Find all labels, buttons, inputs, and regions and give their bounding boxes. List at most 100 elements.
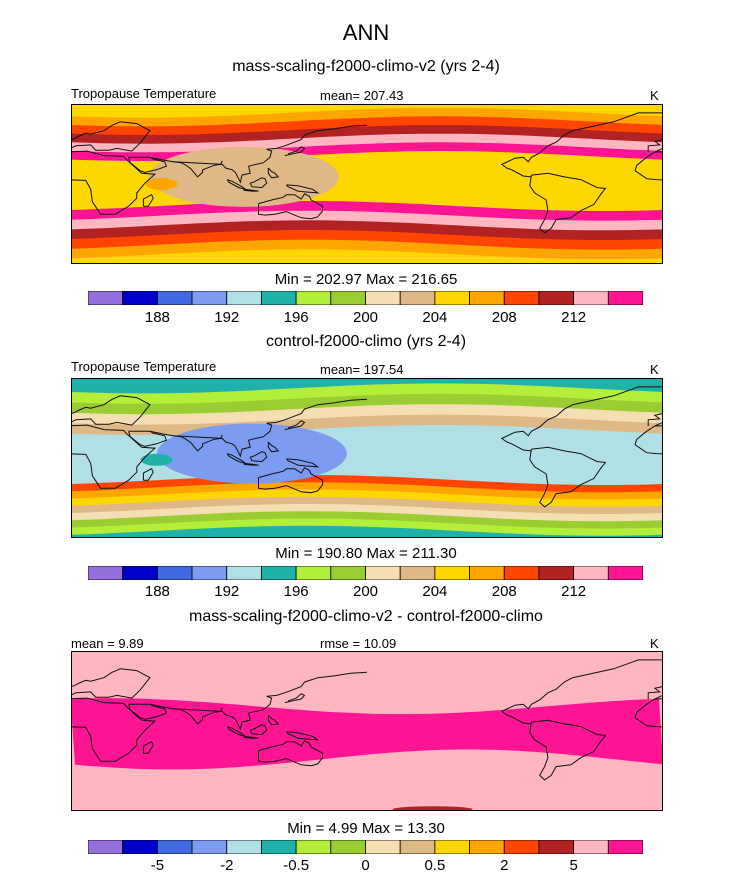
panel-2-variable: Tropopause Temperature xyxy=(71,359,217,374)
panel-1-title: mass-scaling-f2000-climo-v2 (yrs 2-4) xyxy=(232,58,500,75)
coast-africa xyxy=(71,150,157,215)
coast-borneo xyxy=(249,177,268,189)
panel-3-minmax: Min = 4.99 Max = 13.30 xyxy=(287,820,445,837)
colorbar-swatch-8 xyxy=(365,566,401,580)
colorbar-swatch-15 xyxy=(607,566,643,580)
colorbar-swatch-9 xyxy=(399,840,436,854)
colorbar-swatch-6 xyxy=(295,566,332,580)
coast-borneo xyxy=(249,451,268,463)
coast-philippines xyxy=(267,441,280,453)
colorbar-tick-label: 204 xyxy=(422,309,448,326)
band-top-0 xyxy=(71,651,663,708)
colorbar-tick-label: 0 xyxy=(361,857,370,874)
colorbar-tick-label: 5 xyxy=(569,857,578,874)
panel-2-mean: mean= 197.54 xyxy=(320,362,404,377)
coast-india xyxy=(172,434,223,452)
colorbar-swatch-3 xyxy=(191,566,228,580)
coastlines xyxy=(71,659,663,781)
band-bottom-0 xyxy=(71,249,663,264)
coast-australia xyxy=(258,467,324,494)
coast-newguinea xyxy=(286,458,320,468)
coast-newguinea xyxy=(286,184,320,194)
panel-2-colorbar-ticks: 188 192 196 200 204 208 212 xyxy=(0,583,732,603)
panel-1-mean: mean= 207.43 xyxy=(320,88,404,103)
colorbar-tick-label: -0.5 xyxy=(283,857,310,874)
panel-2-map xyxy=(71,378,663,538)
colorbar-swatch-3 xyxy=(191,291,228,305)
colorbar-swatch-6 xyxy=(295,291,332,305)
coast-india xyxy=(172,707,223,725)
colorbar-swatch-14 xyxy=(573,291,609,305)
panel-2-minmax: Min = 190.80 Max = 211.30 xyxy=(275,545,457,562)
colorbar-tick-label: 196 xyxy=(283,309,309,326)
colorbar-swatch-14 xyxy=(573,840,609,854)
colorbar-swatch-10 xyxy=(434,291,470,305)
coast-japan xyxy=(284,146,306,157)
coast-java xyxy=(243,462,259,466)
coast-africa xyxy=(71,697,157,762)
colorbar-swatch-6 xyxy=(295,840,332,854)
colorbar-swatch-14 xyxy=(573,566,609,580)
coast-namerica xyxy=(500,659,663,725)
colorbar-swatch-10 xyxy=(434,566,470,580)
field-blob-0 xyxy=(156,423,347,484)
coast-namerica xyxy=(500,112,663,178)
colorbar-tick-label: 212 xyxy=(561,583,587,600)
colorbar-tick-label: 188 xyxy=(144,583,170,600)
colorbar-tick-label: 188 xyxy=(144,309,170,326)
coast-arabia xyxy=(128,156,168,173)
panel-3-map xyxy=(71,651,663,811)
coast-europe xyxy=(71,121,151,152)
colorbar-tick-label: 2 xyxy=(500,857,509,874)
colorbar-swatch-12 xyxy=(503,840,540,854)
colorbar-swatch-3 xyxy=(191,840,228,854)
band-top-4 xyxy=(71,378,663,394)
colorbar-swatch-2 xyxy=(156,840,193,854)
coast-arabia xyxy=(128,430,168,447)
coast-europe xyxy=(71,395,151,426)
panel-3-rmse: rmse = 10.09 xyxy=(320,636,397,651)
panel-3-title: mass-scaling-f2000-climo-v2 - control-f2… xyxy=(189,608,543,625)
coast-australia xyxy=(258,193,324,220)
panel-2-units: K xyxy=(650,362,659,377)
coast-madagascar xyxy=(142,468,154,481)
coast-europe-wrap xyxy=(647,412,663,427)
panel-1-colorbar xyxy=(88,291,643,305)
panel-1-minmax: Min = 202.97 Max = 216.65 xyxy=(274,271,458,288)
panel-3-colorbar-ticks: -5 -2 -0.5 0 0.5 2 5 xyxy=(0,857,732,877)
coast-java xyxy=(243,735,259,739)
colorbar-swatch-9 xyxy=(399,291,436,305)
colorbar-tick-label: 204 xyxy=(422,583,448,600)
panel-2-title: control-f2000-climo (yrs 2-4) xyxy=(265,333,467,350)
colorbar-swatch-0 xyxy=(88,840,124,854)
panel-2-colorbar xyxy=(88,566,643,580)
coast-samerica xyxy=(529,719,607,781)
coast-europe-wrap xyxy=(647,138,663,153)
map-frame xyxy=(71,104,663,264)
colorbar-swatch-2 xyxy=(156,291,193,305)
colorbar-tick-label: 192 xyxy=(214,309,240,326)
colorbar-swatch-11 xyxy=(469,291,505,305)
colorbar-swatch-7 xyxy=(330,566,366,580)
field-tropical-belt xyxy=(71,698,663,770)
colorbar-swatch-4 xyxy=(226,566,262,580)
coast-asia xyxy=(149,124,368,184)
coast-europe-wrap xyxy=(647,685,663,700)
field-blob-0 xyxy=(148,146,339,207)
coast-philippines xyxy=(267,167,280,179)
colorbar-tick-label: 200 xyxy=(352,583,379,600)
coast-samerica xyxy=(529,446,607,508)
colorbar-swatch-13 xyxy=(538,566,575,580)
panel-1-units: K xyxy=(650,88,659,103)
colorbar-tick-label: 208 xyxy=(491,583,517,600)
colorbar-swatch-1 xyxy=(122,840,158,854)
panel-1-variable: Tropopause Temperature xyxy=(71,86,217,101)
field-blob-1 xyxy=(145,178,178,190)
panel-1-map xyxy=(71,104,663,264)
coast-philippines xyxy=(267,714,280,726)
panel-1-colorbar-ticks: 188 192 196 200 204 208 212 xyxy=(0,309,732,329)
colorbar-swatch-9 xyxy=(399,566,436,580)
colorbar-swatch-1 xyxy=(122,291,158,305)
colorbar-swatch-5 xyxy=(261,291,297,305)
band-top-5 xyxy=(71,104,663,118)
